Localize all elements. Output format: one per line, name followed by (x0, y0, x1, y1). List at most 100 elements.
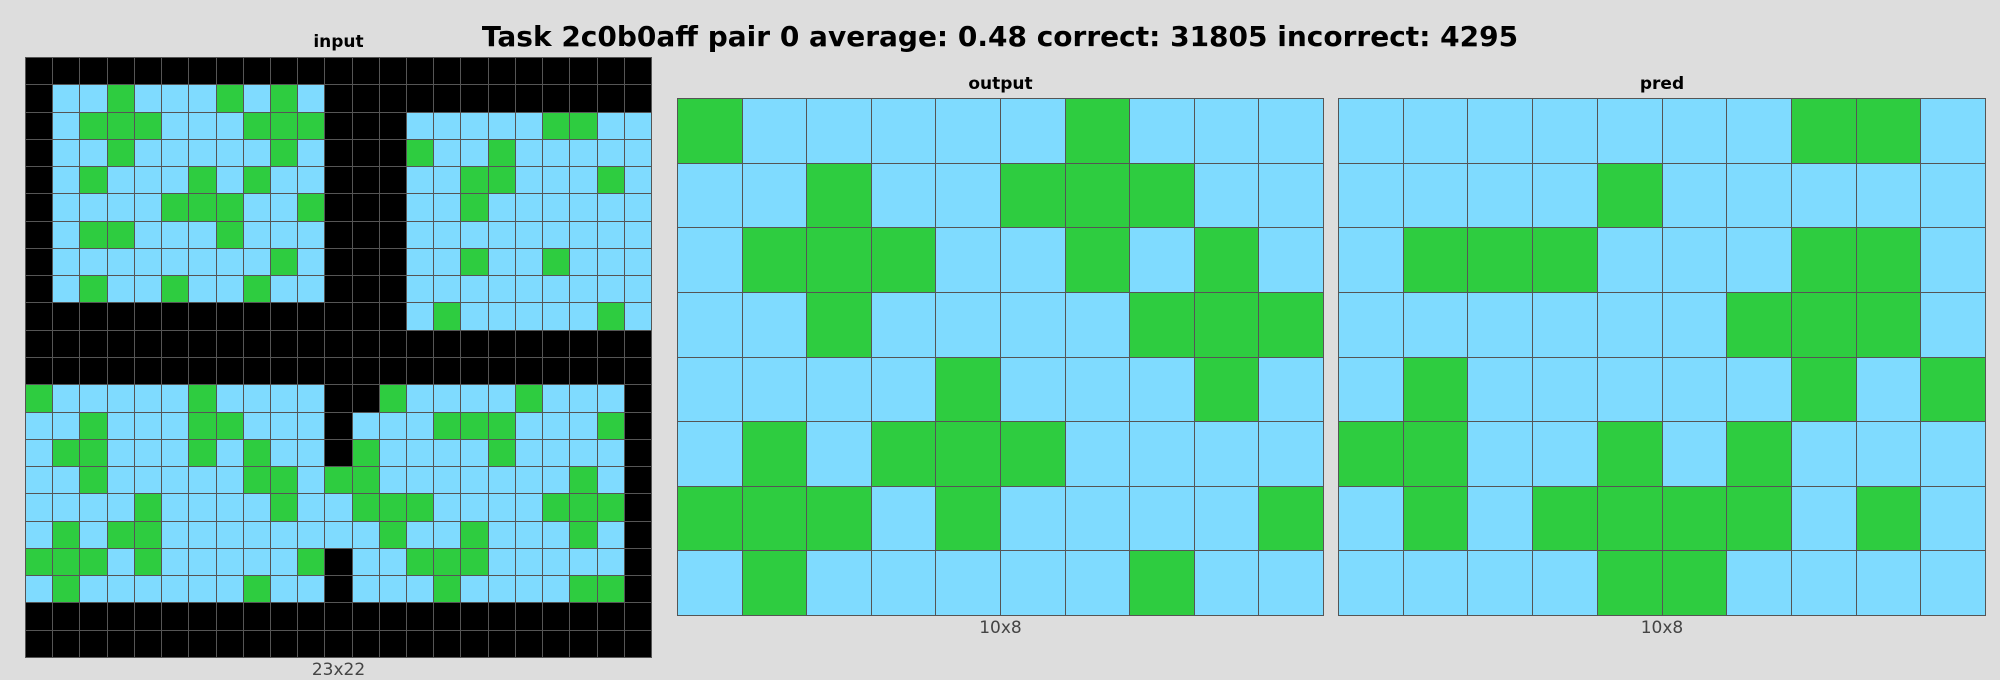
input-cell (379, 112, 407, 139)
input-cell (407, 576, 434, 603)
input-cell (515, 85, 543, 112)
input-cell (162, 439, 189, 467)
pred-cell (1662, 163, 1727, 228)
input-cell (515, 58, 543, 85)
input-cell (216, 548, 243, 576)
input-cell (298, 112, 325, 139)
input-cell (407, 248, 434, 276)
input-cell (570, 58, 597, 85)
input-cell (461, 467, 488, 494)
input-cell (488, 439, 515, 467)
output-grid-size: 10x8 (979, 618, 1022, 638)
input-cell (189, 221, 216, 248)
input-cell (298, 358, 325, 385)
input-cell (407, 58, 434, 85)
input-cell (189, 85, 216, 112)
input-cell (134, 194, 162, 221)
input-cell (434, 521, 461, 548)
input-cell (407, 412, 434, 439)
pred-cell (1791, 99, 1856, 163)
input-cell (352, 494, 379, 521)
input-cell (434, 303, 461, 330)
pred-cell (1339, 292, 1403, 357)
input-cell (134, 521, 162, 548)
output-cell (1259, 99, 1323, 163)
input-cell (597, 221, 624, 248)
input-cell (243, 467, 270, 494)
input-cell (352, 58, 379, 85)
output-cell (807, 292, 871, 357)
input-cell (26, 167, 53, 194)
input-cell (270, 85, 298, 112)
input-cell (298, 194, 325, 221)
output-panel: output 10x8 (677, 72, 1324, 642)
pred-cell (1727, 292, 1791, 357)
input-cell (162, 194, 189, 221)
input-cell (107, 330, 134, 357)
input-cell (134, 139, 162, 167)
input-cell (379, 548, 407, 576)
output-cell (807, 551, 871, 615)
input-cell (597, 521, 624, 548)
input-cell (570, 248, 597, 276)
input-cell (134, 467, 162, 494)
output-cell (1065, 99, 1130, 163)
input-cell (80, 521, 107, 548)
input-cell (80, 603, 107, 630)
input-cell (543, 576, 570, 603)
output-cell (1065, 228, 1130, 292)
input-cell (515, 194, 543, 221)
input-cell (270, 412, 298, 439)
pred-cell (1339, 163, 1403, 228)
input-cell (189, 630, 216, 657)
input-cell (352, 112, 379, 139)
output-cell (678, 486, 742, 551)
input-cell (434, 276, 461, 303)
input-cell (407, 139, 434, 167)
input-cell (515, 358, 543, 385)
output-cell (1259, 551, 1323, 615)
input-cell (570, 576, 597, 603)
input-cell (325, 221, 352, 248)
input-cell (26, 521, 53, 548)
input-cell (624, 467, 651, 494)
input-cell (107, 548, 134, 576)
input-cell (26, 548, 53, 576)
input-cell (243, 385, 270, 412)
input-cell (53, 194, 80, 221)
pred-cell (1727, 99, 1791, 163)
input-cell (80, 412, 107, 439)
input-cell (434, 548, 461, 576)
input-cell (243, 276, 270, 303)
input-cell (270, 630, 298, 657)
input-cell (434, 385, 461, 412)
pred-cell (1403, 357, 1468, 422)
pred-cell (1468, 422, 1533, 486)
input-cell (53, 167, 80, 194)
input-cell (243, 521, 270, 548)
pred-cell (1921, 551, 1985, 615)
pred-cell (1468, 357, 1533, 422)
input-cell (461, 303, 488, 330)
input-cell (352, 548, 379, 576)
input-cell (243, 139, 270, 167)
output-cell (871, 357, 936, 422)
input-cell (543, 630, 570, 657)
input-cell (434, 358, 461, 385)
pred-cell (1727, 422, 1791, 486)
input-cell (162, 221, 189, 248)
input-cell (162, 112, 189, 139)
input-cell (597, 358, 624, 385)
pred-cell (1403, 486, 1468, 551)
input-cell (134, 58, 162, 85)
input-cell (352, 221, 379, 248)
input-cell (570, 112, 597, 139)
input-cell (461, 385, 488, 412)
input-cell (624, 248, 651, 276)
output-cell (1065, 551, 1130, 615)
input-cell (624, 139, 651, 167)
input-cell (134, 112, 162, 139)
input-cell (597, 303, 624, 330)
input-cell (515, 412, 543, 439)
pred-cell (1856, 292, 1921, 357)
